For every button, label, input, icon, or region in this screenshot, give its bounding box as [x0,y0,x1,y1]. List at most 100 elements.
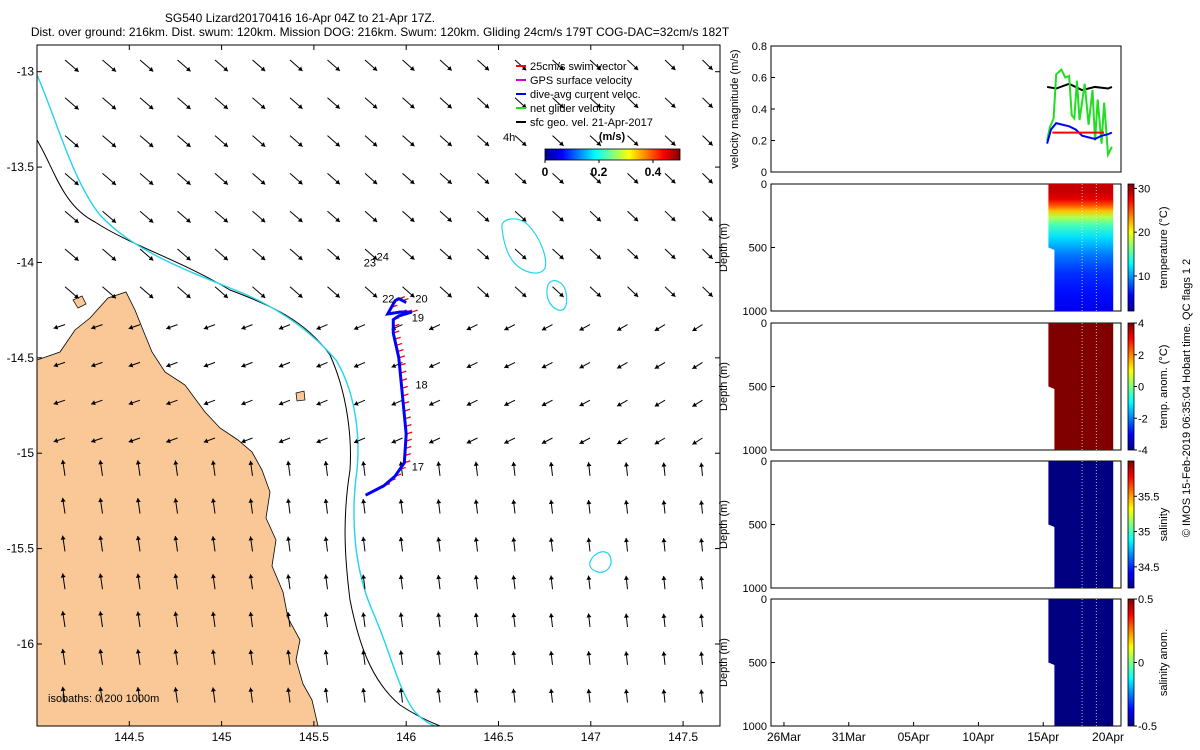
geo-velocity-arrow-head [541,439,547,444]
geo-velocity-arrow-head [466,401,472,406]
geo-velocity-arrow-head [223,66,228,72]
depth-tick-label: 1000 [743,306,767,318]
side-caption: © IMOS 15-Feb-2019 06:35:04 Hobart time.… [1181,259,1193,537]
geo-velocity-arrow-head [745,179,750,184]
geo-velocity-arrow-head [98,535,104,541]
geo-velocity-arrow-head [623,500,629,505]
geo-velocity-arrow-head [558,65,564,71]
geo-velocity-arrow-head [74,67,79,72]
geo-velocity-arrow-head [699,500,705,505]
geo-velocity-arrow-head [617,364,622,369]
geo-velocity-arrow-head [708,65,713,70]
geo-velocity-arrow-head [335,255,340,260]
geo-velocity-arrow-head [699,576,705,581]
depth-tick-label: 0 [761,594,767,606]
geo-velocity-arrow-head [670,292,676,297]
geo-velocity-arrow-head [730,365,735,369]
geo-velocity-arrow-head [135,649,141,654]
geo-velocity-arrow-head [633,141,639,146]
figure-title: SG540 Lizard20170416 16-Apr 04Z to 21-Ap… [165,11,435,25]
geo-velocity-arrow-head [53,438,59,443]
geo-velocity-arrow-head [484,141,490,147]
geo-velocity-arrow-head [548,499,554,505]
geo-velocity-arrow-head [148,293,154,299]
velocity-y-tick-label: 0.8 [752,41,767,53]
geo-velocity-arrow-head [737,690,742,694]
geo-velocity-arrow-head [409,255,415,260]
geo-velocity-arrow-head [361,461,367,466]
geo-velocity-arrow-head [737,501,742,505]
geo-velocity-arrow-head [210,460,216,465]
geo-velocity-arrow-head [323,498,329,504]
geo-velocity-arrow-head [737,538,742,542]
geo-velocity-arrow-head [623,689,629,694]
geo-velocity-arrow-head [661,689,667,694]
geo-velocity-arrow-head [286,649,292,655]
geo-velocity-arrow-head [98,649,104,654]
geo-velocity-arrow-head [511,613,517,618]
geo-velocity-arrow-head [466,325,472,331]
reef-contour-3 [589,551,612,573]
map-y-tick-label: -15 [17,446,35,460]
geo-velocity-arrow-head [586,575,592,580]
reef-contour-1 [501,218,547,274]
section-data-fill [1048,323,1114,450]
geo-velocity-arrow [739,614,740,627]
geo-velocity-arrow [740,173,750,183]
geo-velocity-arrow-head [372,66,378,71]
depth-axis-label: Depth (m) [718,362,730,411]
geo-velocity-arrow-head [260,293,266,298]
geo-velocity-arrow-head [617,439,622,445]
geo-velocity-arrow-head [166,400,171,406]
geo-velocity-arrow-head [596,292,601,297]
section-data-fill [1048,184,1114,311]
geo-velocity-arrow-head [135,611,141,616]
geo-velocity-arrow-head [248,687,254,692]
geo-velocity-arrow-head [586,500,592,505]
geo-velocity-arrow-head [670,141,676,146]
geo-velocity-arrow-head [511,575,517,580]
geo-velocity-arrow-head [135,687,141,692]
map-y-tick-label: -15.5 [7,542,35,556]
geo-velocity-arrow-head [670,65,676,70]
geo-velocity-arrow [739,690,740,703]
swim-vector [411,309,418,313]
geo-velocity-arrow-head [745,292,750,297]
day-label: 23 [364,257,376,269]
legend-entry: net glider velocity [530,103,615,115]
geo-velocity-arrow-head [586,537,592,543]
geo-velocity-arrow-head [661,651,667,656]
geo-velocity-arrow-head [617,326,622,331]
map-x-tick-label: 145 [212,730,232,744]
geo-velocity-arrow-head [633,103,639,108]
geo-velocity-arrow-head [586,613,592,618]
geo-velocity-arrow-head [436,537,442,542]
geo-velocity-arrow-head [670,254,676,259]
geo-velocity-arrow-head [429,363,434,369]
section-colorbar [1127,460,1135,589]
isobath-200m [37,139,441,726]
depth-axis-label: Depth (m) [718,638,730,687]
geo-velocity-arrow-head [53,362,59,368]
geo-velocity-arrow-head [111,256,116,261]
geo-velocity-arrow-head [91,438,96,443]
cbar-tick-label: 0.5 [1138,594,1153,606]
geo-velocity-arrow-head [511,537,517,542]
geo-velocity-arrow-head [473,612,479,618]
geo-velocity-arrow-head [745,141,750,146]
geo-velocity-arrow-head [708,140,713,146]
geo-velocity-arrow-head [166,362,171,368]
geo-velocity-arrow-head [148,180,154,185]
geo-velocity-arrow-head [623,651,629,656]
geo-velocity-arrow-head [203,438,209,444]
geo-velocity-arrow-head [60,611,66,616]
depth-tick-label: 500 [749,520,767,532]
geo-velocity-arrow-head [323,650,329,655]
geo-velocity-arrow-head [473,688,479,693]
geo-velocity-arrow-head [111,180,116,185]
geo-velocity-arrow [740,287,750,297]
geo-velocity-arrow-head [210,536,216,541]
geo-velocity-arrow-head [223,217,228,223]
glider-track [364,296,418,497]
geo-velocity-arrow-head [436,612,442,618]
